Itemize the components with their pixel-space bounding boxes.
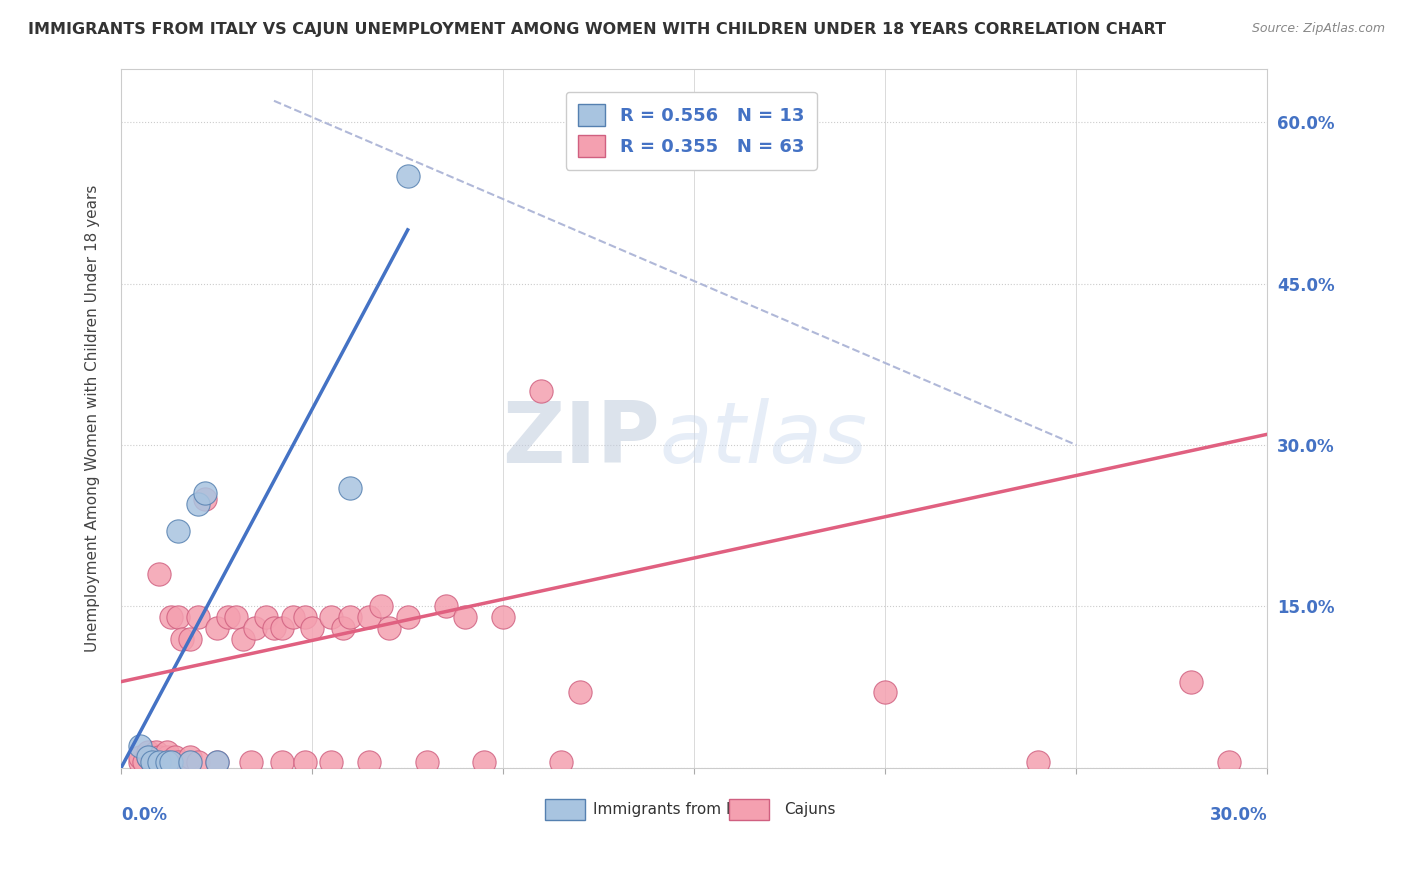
Point: [370, 599, 392, 614]
Point: [205, 621, 228, 635]
Point: [148, 567, 170, 582]
Text: atlas: atlas: [659, 398, 868, 481]
Point: [225, 610, 247, 624]
Point: [396, 610, 419, 624]
Point: [339, 610, 361, 624]
Point: [129, 739, 152, 754]
Point: [187, 497, 209, 511]
Point: [156, 756, 179, 770]
Bar: [728, 799, 769, 820]
Point: [270, 756, 292, 770]
Point: [136, 750, 159, 764]
Point: [172, 632, 194, 646]
Point: [156, 750, 179, 764]
Text: Immigrants from Italy: Immigrants from Italy: [593, 802, 759, 817]
Point: [179, 756, 201, 770]
Point: [179, 632, 201, 646]
Point: [232, 632, 254, 646]
Point: [129, 750, 152, 764]
Point: [254, 610, 277, 624]
Point: [377, 621, 399, 635]
Point: [163, 756, 186, 770]
Point: [263, 621, 285, 635]
Point: [136, 745, 159, 759]
Point: [145, 745, 167, 759]
Point: [145, 756, 167, 770]
Point: [205, 756, 228, 770]
Point: [148, 750, 170, 764]
Legend: R = 0.556   N = 13, R = 0.355   N = 63: R = 0.556 N = 13, R = 0.355 N = 63: [565, 92, 817, 169]
Point: [301, 621, 323, 635]
Point: [550, 756, 572, 770]
Point: [332, 621, 354, 635]
Point: [141, 750, 163, 764]
Point: [179, 750, 201, 764]
Point: [359, 610, 381, 624]
Point: [416, 756, 439, 770]
Point: [321, 610, 343, 624]
Point: [492, 610, 515, 624]
Point: [359, 756, 381, 770]
Point: [187, 756, 209, 770]
Point: [396, 169, 419, 183]
Text: Cajuns: Cajuns: [783, 802, 835, 817]
Point: [132, 756, 155, 770]
Point: [1218, 756, 1240, 770]
Point: [240, 756, 263, 770]
Point: [530, 384, 553, 399]
Point: [270, 621, 292, 635]
Point: [129, 756, 152, 770]
Point: [294, 610, 316, 624]
Point: [167, 524, 190, 538]
Point: [205, 756, 228, 770]
Point: [156, 756, 179, 770]
Point: [294, 756, 316, 770]
Point: [159, 756, 181, 770]
Bar: [546, 799, 585, 820]
Point: [472, 756, 495, 770]
Point: [875, 685, 897, 699]
Point: [148, 756, 170, 770]
Point: [454, 610, 477, 624]
Point: [167, 756, 190, 770]
Point: [568, 685, 591, 699]
Point: [321, 756, 343, 770]
Point: [217, 610, 239, 624]
Point: [434, 599, 457, 614]
Point: [156, 745, 179, 759]
Point: [1026, 756, 1049, 770]
Point: [1180, 674, 1202, 689]
Point: [179, 756, 201, 770]
Point: [281, 610, 304, 624]
Point: [194, 486, 217, 500]
Text: 30.0%: 30.0%: [1209, 806, 1267, 824]
Text: Source: ZipAtlas.com: Source: ZipAtlas.com: [1251, 22, 1385, 36]
Point: [167, 610, 190, 624]
Point: [141, 756, 163, 770]
Point: [163, 750, 186, 764]
Y-axis label: Unemployment Among Women with Children Under 18 years: Unemployment Among Women with Children U…: [86, 185, 100, 652]
Text: IMMIGRANTS FROM ITALY VS CAJUN UNEMPLOYMENT AMONG WOMEN WITH CHILDREN UNDER 18 Y: IMMIGRANTS FROM ITALY VS CAJUN UNEMPLOYM…: [28, 22, 1166, 37]
Point: [136, 750, 159, 764]
Point: [339, 481, 361, 495]
Point: [141, 756, 163, 770]
Point: [194, 491, 217, 506]
Text: 0.0%: 0.0%: [121, 806, 167, 824]
Point: [187, 610, 209, 624]
Point: [243, 621, 266, 635]
Point: [148, 756, 170, 770]
Text: ZIP: ZIP: [502, 398, 659, 481]
Point: [159, 610, 181, 624]
